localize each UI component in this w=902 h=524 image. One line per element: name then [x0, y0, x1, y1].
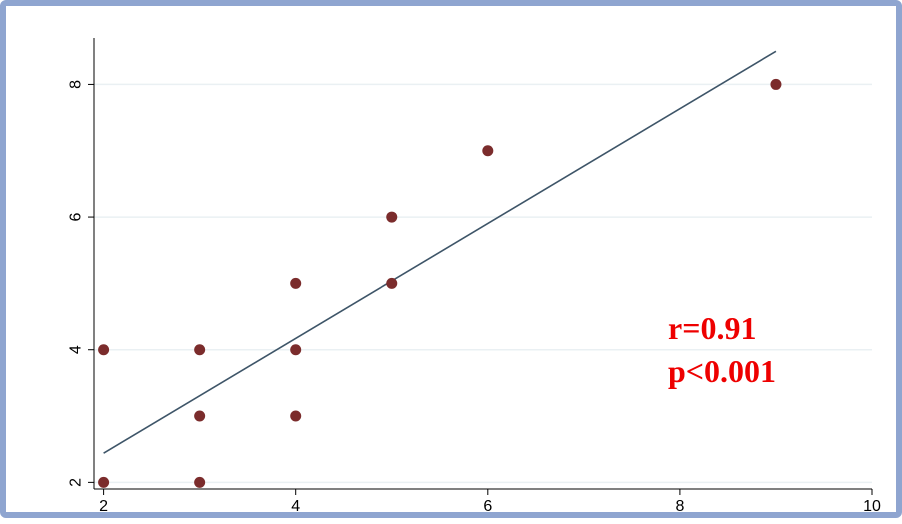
axis-ticks: 2 4 6 8 2 4 6 8 10	[68, 80, 882, 515]
data-point	[290, 344, 302, 356]
x-tick-label: 10	[863, 498, 881, 515]
data-point	[194, 344, 206, 356]
data-point	[770, 78, 782, 90]
plot-area	[94, 38, 872, 488]
y-tick-label: 2	[68, 478, 85, 487]
data-points	[98, 78, 782, 488]
x-tick-label: 4	[291, 498, 300, 515]
data-point	[194, 410, 206, 422]
x-tick-label: 6	[483, 498, 492, 515]
data-point	[98, 344, 110, 356]
grid-lines	[94, 83, 872, 484]
annotation-p: p<0.001	[668, 353, 776, 389]
data-point	[194, 476, 206, 488]
y-tick-label: 8	[68, 80, 85, 89]
scatter-chart: 2 4 6 8 2 4 6 8 10 r=0.91 p<0.001	[68, 38, 882, 515]
data-point	[386, 211, 398, 223]
x-tick-label: 8	[675, 498, 684, 515]
x-tick-label: 2	[99, 498, 108, 515]
fit-line	[103, 50, 777, 454]
data-point	[290, 277, 302, 289]
annotation-r: r=0.91	[668, 310, 756, 346]
fit-line-layer	[103, 50, 777, 454]
y-tick-label: 6	[68, 213, 85, 222]
data-point	[290, 410, 302, 422]
data-point	[386, 277, 398, 289]
y-tick-label: 4	[68, 345, 85, 354]
data-point	[98, 476, 110, 488]
data-point	[482, 145, 494, 157]
